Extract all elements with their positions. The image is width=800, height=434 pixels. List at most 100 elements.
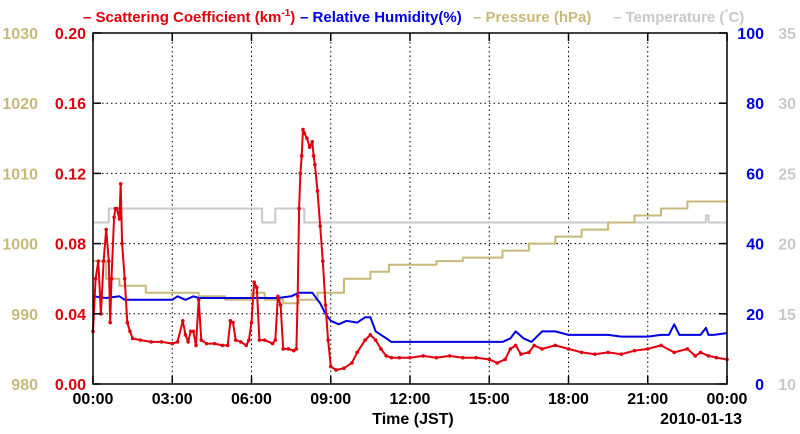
legend-superscript: ° bbox=[724, 8, 728, 19]
scattering-coefficient-point bbox=[321, 259, 325, 263]
scattering-coefficient-point bbox=[706, 354, 711, 358]
pressure-tick-label: 1000 bbox=[2, 237, 38, 254]
date-label: 2010-01-13 bbox=[660, 411, 742, 428]
scattering-coefficient-point bbox=[532, 343, 536, 348]
scattering-coefficient-point bbox=[619, 352, 624, 356]
legend-item-3: – Pressure (hPa) bbox=[473, 9, 591, 26]
x-tick-label: 21:00 bbox=[627, 391, 668, 408]
scattering-coefficient-point bbox=[527, 350, 531, 355]
series-layer bbox=[91, 127, 729, 372]
scattering-coefficient-point bbox=[204, 341, 209, 346]
humidity-tick-label: 60 bbox=[746, 166, 764, 183]
scattering-coefficient-point bbox=[181, 319, 185, 323]
x-tick-label: 18:00 bbox=[548, 391, 589, 408]
legend-label: Relative Humidity(%) bbox=[313, 9, 462, 26]
scattering-coefficient-point bbox=[159, 340, 164, 344]
scattering-coefficient-point bbox=[474, 355, 478, 360]
scattering-coefficient-point bbox=[672, 350, 676, 355]
scattering-coefficient-point bbox=[262, 338, 267, 342]
pressure-tick-label: 980 bbox=[11, 377, 38, 394]
scattering-coefficient-point bbox=[421, 354, 426, 358]
scattering-coefficient-point bbox=[122, 276, 127, 281]
legend: – Scattering Coefficient (km-1) – Relativ… bbox=[83, 8, 744, 26]
scattering-coefficient-point bbox=[355, 350, 359, 355]
scattering-coefficient-point bbox=[408, 355, 412, 360]
scattering-coefficient-point bbox=[254, 285, 259, 290]
scattering-coefficient-point bbox=[659, 343, 663, 348]
scattering-coefficient-point bbox=[645, 347, 650, 351]
scattering-coefficient-point bbox=[384, 354, 389, 358]
x-tick-label: 00:00 bbox=[73, 391, 114, 408]
scattering-coefficient-point bbox=[294, 347, 299, 351]
scattering-coefficient-point bbox=[120, 241, 124, 246]
scattering-coefficient-point bbox=[323, 303, 328, 307]
temperature-tick-label: 35 bbox=[778, 26, 796, 43]
scattering-coefficient-point bbox=[379, 347, 383, 351]
scattering-coefficient-point bbox=[117, 217, 122, 221]
scattering-coefficient-point bbox=[109, 276, 114, 281]
legend-dash: – bbox=[613, 9, 626, 26]
scattering-coefficient-point bbox=[228, 319, 233, 323]
scattering-coefficient-point bbox=[606, 350, 610, 355]
scattering-coefficient-point bbox=[233, 338, 238, 342]
x-tick-label: 15:00 bbox=[469, 391, 510, 408]
scattering-coefficient-point bbox=[291, 348, 296, 353]
scattering-coefficient-point bbox=[104, 227, 109, 232]
scattering-tick-label: 0.08 bbox=[55, 237, 86, 254]
temperature-tick-label: 20 bbox=[778, 237, 796, 254]
scattering-coefficient-point bbox=[239, 340, 243, 344]
scattering-coefficient-point bbox=[503, 357, 507, 362]
scattering-coefficient-point bbox=[685, 347, 690, 351]
scattering-coefficient-point bbox=[305, 136, 309, 141]
legend-superscript: -1 bbox=[281, 8, 290, 19]
scattering-coefficient-point bbox=[299, 154, 304, 158]
scattering-coefficient-point bbox=[368, 333, 373, 337]
pressure-tick-label: 1020 bbox=[2, 96, 38, 113]
scattering-tick-label: 0.12 bbox=[55, 166, 86, 183]
x-axis-label: Time (JST) bbox=[372, 411, 454, 428]
x-tick-label: 09:00 bbox=[310, 391, 351, 408]
scattering-coefficient-point bbox=[434, 355, 439, 360]
scattering-coefficient-point bbox=[93, 276, 98, 281]
legend-item-4: – Temperature (°C) bbox=[613, 8, 744, 26]
scattering-coefficient-point bbox=[108, 320, 112, 325]
scattering-coefficient-point bbox=[138, 338, 143, 342]
scattering-coefficient-point bbox=[114, 206, 119, 211]
scattering-coefficient-point bbox=[212, 341, 217, 346]
scattering-coefficient-point bbox=[278, 303, 283, 307]
scattering-tick-label: 0.20 bbox=[55, 26, 86, 43]
scattering-coefficient-point bbox=[334, 368, 338, 372]
scattering-coefficient-point bbox=[693, 354, 698, 358]
scattering-coefficient-point bbox=[281, 347, 286, 351]
scattering-coefficient-point bbox=[307, 145, 312, 149]
scattering-coefficient-point bbox=[194, 343, 198, 348]
humidity-tick-label: 40 bbox=[746, 237, 764, 254]
legend-label: Temperature ( bbox=[626, 9, 725, 26]
temperature-tick-label: 25 bbox=[778, 166, 796, 183]
scattering-coefficient-point bbox=[579, 350, 584, 355]
scattering-coefficient-point bbox=[175, 340, 180, 344]
scattering-coefficient-point bbox=[196, 297, 201, 302]
pressure-tick-label: 1010 bbox=[2, 166, 38, 183]
legend-item-2: – Relative Humidity(%) bbox=[300, 9, 462, 26]
humidity-tick-label: 20 bbox=[746, 307, 764, 324]
scattering-coefficient-point bbox=[301, 127, 305, 132]
temperature-line bbox=[93, 207, 727, 224]
legend-item-1: – Scattering Coefficient (km-1) bbox=[83, 8, 295, 26]
scattering-coefficient-point bbox=[632, 348, 637, 353]
scattering-coefficient-point bbox=[328, 364, 333, 369]
scattering-coefficient-point bbox=[149, 340, 153, 344]
scattering-coefficient-point bbox=[447, 354, 452, 358]
scattering-tick-label: 0.16 bbox=[55, 96, 86, 113]
legend-dash: – bbox=[300, 9, 313, 26]
x-tick-label: 12:00 bbox=[390, 391, 431, 408]
scattering-coefficient-point bbox=[247, 338, 251, 342]
humidity-tick-label: 80 bbox=[746, 96, 764, 113]
scattering-coefficient-point bbox=[273, 338, 278, 342]
scattering-coefficient-point bbox=[101, 259, 106, 263]
scattering-coefficient-point bbox=[231, 320, 235, 325]
scattering-coefficient-point bbox=[310, 140, 315, 144]
scattering-coefficient-point bbox=[252, 280, 256, 285]
scattering-coefficient-point bbox=[183, 333, 188, 337]
